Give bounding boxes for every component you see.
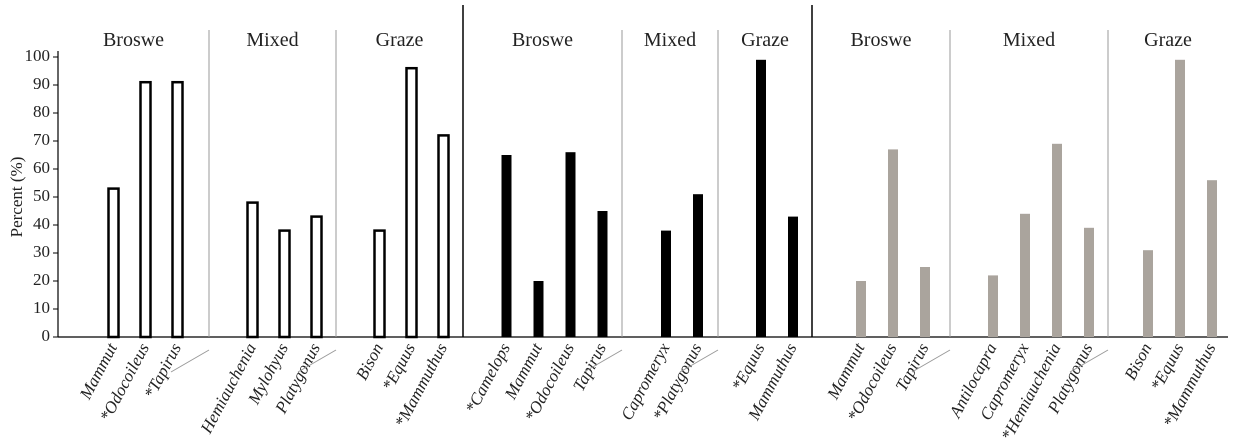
bar	[246, 201, 259, 339]
y-tick-label: 40	[33, 214, 50, 233]
bar	[1052, 143, 1062, 337]
bar	[1143, 250, 1153, 337]
bar	[888, 149, 898, 337]
group-separator-slash	[170, 349, 210, 373]
bar	[437, 134, 450, 339]
group-label: Broswe	[512, 29, 573, 51]
group-separator-slash	[583, 349, 623, 373]
bar	[788, 216, 798, 337]
bar	[373, 229, 386, 339]
bar	[1175, 59, 1185, 338]
y-tick-label: 90	[33, 74, 50, 93]
x-tick-label: *Camelops	[461, 340, 514, 417]
bar	[1207, 180, 1217, 337]
group-label: Graze	[376, 29, 424, 51]
group-separator-slash	[1069, 349, 1109, 373]
bar	[565, 152, 576, 337]
group-separator-slash	[297, 349, 337, 373]
y-tick-label: 10	[33, 298, 50, 317]
bar	[1084, 227, 1094, 337]
bar	[597, 211, 608, 337]
bar	[1020, 213, 1030, 337]
bar	[856, 281, 866, 337]
group-label: Graze	[741, 29, 789, 51]
y-tick-label: 60	[33, 158, 50, 177]
bar	[920, 267, 930, 337]
bar	[756, 59, 766, 338]
bar	[107, 187, 120, 339]
bar	[501, 155, 512, 337]
bar	[171, 80, 184, 339]
y-tick-label: 30	[33, 242, 50, 261]
y-tick-label: 100	[25, 46, 51, 65]
group-label: Mixed	[246, 29, 298, 51]
y-tick-label: 20	[33, 270, 50, 289]
group-label: Broswe	[850, 29, 911, 51]
y-tick-label: 70	[33, 130, 50, 149]
bar	[533, 281, 544, 337]
group-label: Mixed	[644, 29, 696, 51]
bar	[310, 215, 323, 339]
bar	[139, 80, 152, 339]
bar	[693, 194, 703, 337]
group-separator-slash	[679, 349, 719, 373]
y-tick-label: 0	[42, 326, 51, 345]
y-tick-label: 50	[33, 186, 50, 205]
y-axis-label: Percent (%)	[7, 157, 26, 238]
group-label: Graze	[1144, 29, 1192, 51]
bar	[661, 230, 671, 337]
group-label: Mixed	[1003, 29, 1055, 51]
group-label: Broswe	[103, 29, 164, 51]
bar	[278, 229, 291, 339]
y-tick-label: 80	[33, 102, 50, 121]
bar	[988, 275, 998, 337]
bar	[405, 66, 418, 339]
group-separator-slash	[911, 349, 951, 373]
